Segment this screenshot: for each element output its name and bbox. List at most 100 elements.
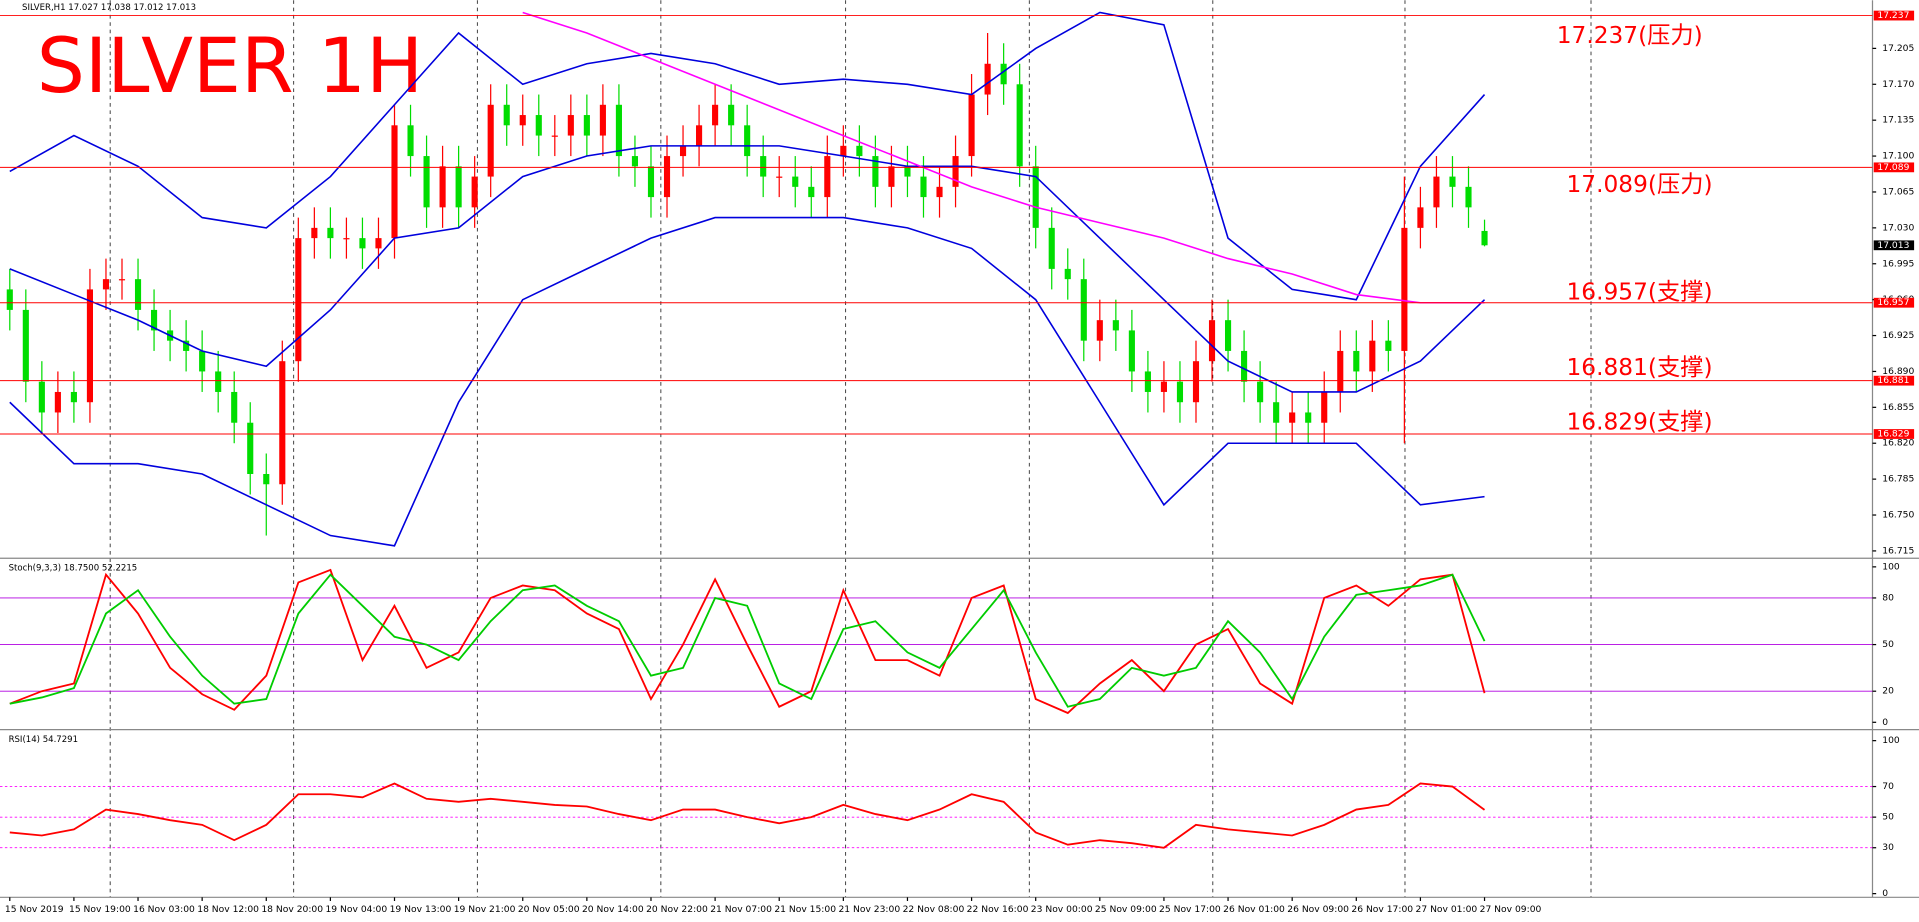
candle-body [1385,340,1392,351]
candle-body [38,381,45,413]
level-tag [1873,375,1915,386]
candle-body [455,166,462,208]
indicator-line [9,216,1485,547]
x-tick-label: 27 Nov 09:00 [1480,904,1542,915]
y-tick-label: 80 [1882,592,1894,603]
candle-body [1080,279,1087,341]
candle-body [776,176,783,178]
candle-body [663,156,671,198]
candle-body [1449,176,1456,187]
x-tick-label: 19 Nov 21:00 [454,904,516,915]
x-tick-label: 27 Nov 01:00 [1416,904,1478,915]
candle-body [503,104,510,126]
x-tick-label: 19 Nov 04:00 [325,904,387,915]
candle-body [1241,350,1248,382]
x-tick-label: 22 Nov 16:00 [967,904,1029,915]
candle-body [231,391,238,423]
candle-body [551,135,558,137]
candle-body [471,176,478,208]
level-tag [1873,162,1915,173]
x-tick-label: 22 Nov 08:00 [903,904,965,915]
candle-body [1481,230,1488,246]
y-tick-label: 16.820 [1882,438,1914,449]
candle-body [936,186,943,198]
candle-body [679,145,687,157]
candle-body [1160,381,1167,392]
level-label: 16.829(支撑) [1567,408,1713,435]
x-tick-label: 26 Nov 09:00 [1287,904,1349,915]
level-label: 17.089(压力) [1567,171,1713,198]
y-tick-label: 30 [1882,842,1894,853]
y-tick-label: 16.995 [1882,258,1914,269]
candle-body [1176,381,1184,403]
y-tick-label: 20 [1882,686,1894,697]
candle-body [728,104,735,126]
candle-body [872,156,879,187]
candle-body [1257,381,1264,403]
candle-body [1465,186,1472,208]
candle-body [808,186,815,198]
stoch-title: Stoch(9,3,3) 18.7500 52.2215 [9,564,138,574]
y-tick-label: 16.750 [1882,510,1914,521]
indicator-line [9,573,1486,708]
candle-body [1208,320,1216,362]
candle-body [952,156,959,187]
x-tick-label: 26 Nov 17:00 [1351,904,1413,915]
candle-body [519,115,526,126]
candle-body [904,166,911,177]
candle-body [86,289,93,403]
x-tick-label: 23 Nov 00:00 [1031,904,1093,915]
candle-body [1417,207,1424,228]
candle-body [712,104,719,126]
level-tag [1873,429,1915,439]
candle-body [599,104,606,136]
y-tick-label: 16.785 [1882,474,1914,485]
level-label: 17.237(压力) [1557,22,1703,49]
candle-body [150,309,158,331]
candle-body [118,279,126,281]
candle-body [183,340,190,351]
x-tick-label: 21 Nov 15:00 [774,904,836,915]
candle-body [647,166,655,198]
level-label: 16.881(支撑) [1567,354,1713,381]
y-tick-label: 50 [1882,639,1894,650]
candle-body [1032,166,1039,228]
chart-title: SILVER 1H [37,22,423,110]
y-tick-label: 17.030 [1882,222,1914,233]
level-tag-label: 16.881 [1877,375,1909,386]
candle-body [343,238,350,240]
candle-body [22,309,29,382]
candle-body [792,176,799,187]
level-tag-label: 16.829 [1877,429,1909,440]
x-tick-label: 20 Nov 14:00 [582,904,644,915]
x-tick-label: 18 Nov 12:00 [197,904,259,915]
candle-body [1401,227,1408,351]
indicator-line [9,11,1486,301]
candle-body [215,371,222,392]
candle-body [423,156,430,208]
candle-body [1273,402,1280,423]
y-tick-label: 16.855 [1882,402,1914,413]
x-tick-label: 20 Nov 05:00 [518,904,580,915]
candle-body [1337,350,1344,392]
candle-body [359,238,366,249]
candle-body [1096,320,1103,341]
y-tick-label: 17.205 [1882,43,1914,54]
x-tick-label: 25 Nov 09:00 [1095,904,1157,915]
candle-body [1016,84,1023,167]
candle-body [1321,391,1328,423]
x-tick-label: 20 Nov 22:00 [646,904,708,915]
candle-body [744,125,751,157]
y-tick-label: 16.925 [1882,330,1914,341]
candle-body [840,145,847,157]
x-tick-label: 21 Nov 07:00 [710,904,772,915]
y-tick-label: 0 [1882,888,1888,899]
y-tick-label: 100 [1882,561,1900,572]
candle-body [54,391,61,413]
candle-body [535,115,542,136]
candle-body [1192,361,1200,403]
candle-body [888,166,895,187]
indicator-line [522,11,1485,304]
y-tick-label: 17.135 [1882,115,1914,126]
